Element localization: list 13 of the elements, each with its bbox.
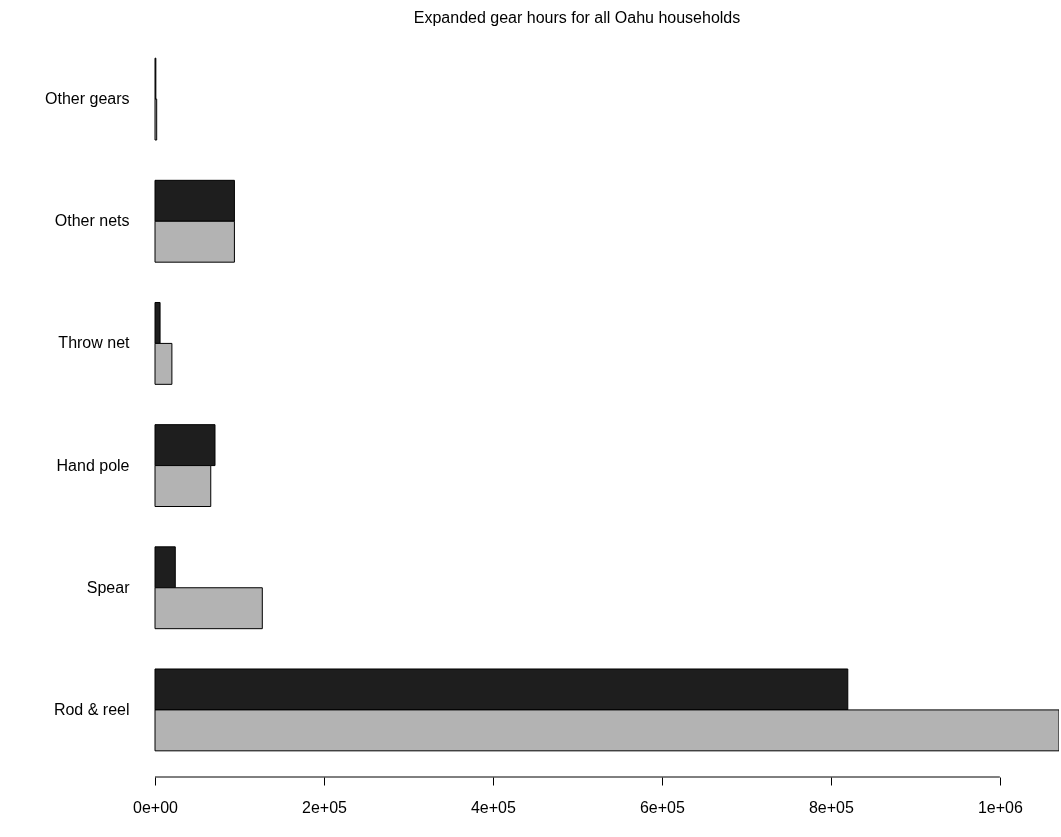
x-tick-label: 2e+05 [302,798,348,816]
x-tick-label: 8e+05 [808,798,854,816]
y-tick-label: Other gears [45,90,130,108]
x-tick-label: 1e+06 [977,798,1023,816]
y-tick-label: Throw net [58,334,131,352]
y-tick-label: Other nets [54,212,130,230]
x-tick-label: 4e+05 [470,798,517,816]
x-tick-label: 0e+00 [133,798,179,816]
y-tick-label: Hand pole [56,456,130,474]
text: Expanded gear hours for all Oahu households [413,9,741,26]
y-tick-label: Spear [86,578,131,596]
x-tick-label: 6e+05 [639,798,685,816]
y-tick-label: Rod & reel [53,700,130,718]
